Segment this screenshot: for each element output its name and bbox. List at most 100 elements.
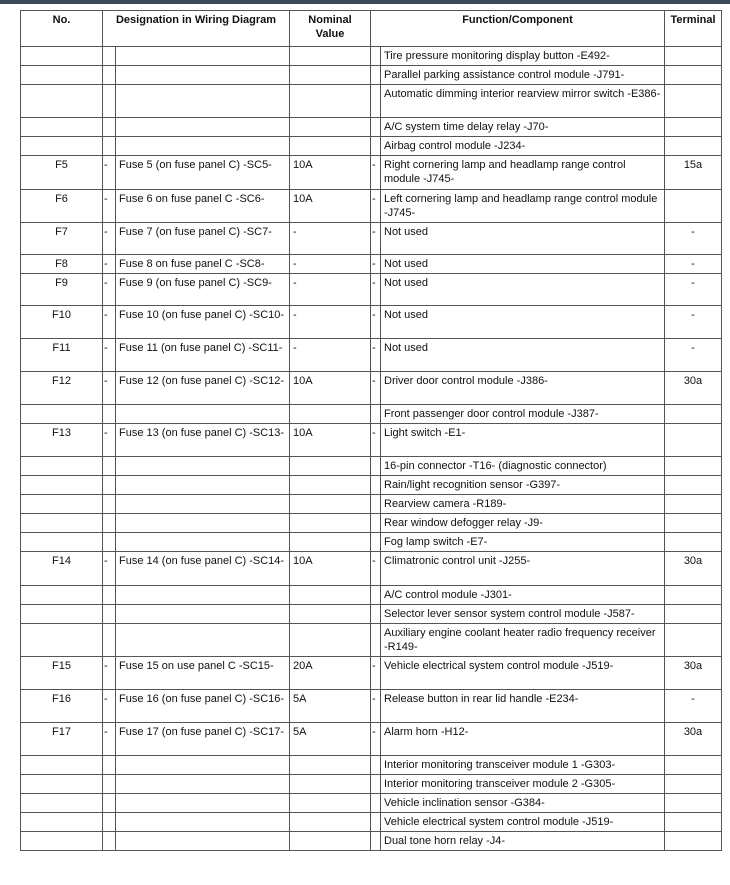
- terminal-cell: [664, 65, 722, 85]
- table-row: F12- Fuse 12 (on fuse panel C) -SC12- 10A -…: [20, 371, 722, 405]
- function-cell: Release button in rear lid handle -E234-: [380, 689, 665, 723]
- terminal-cell: 15a: [664, 155, 722, 190]
- table-row: Dual tone horn relay -J4-: [20, 831, 722, 851]
- function-cell: A/C system time delay relay -J70-: [380, 117, 665, 137]
- function-cell: Vehicle electrical system control module…: [380, 812, 665, 832]
- s2-cell: [370, 494, 381, 514]
- s2-cell: [370, 475, 381, 495]
- s1-cell: -: [102, 551, 116, 586]
- s2-cell: -: [370, 722, 381, 756]
- designation-cell: [115, 532, 290, 552]
- designation-cell: Fuse 6 on fuse panel C -SC6-: [115, 189, 290, 223]
- s2-cell: -: [370, 371, 381, 405]
- s1-cell: -: [102, 189, 116, 223]
- nominal-cell: 10A: [289, 155, 371, 190]
- s1-cell: [102, 117, 116, 137]
- table-row: Airbag control module -J234-: [20, 136, 722, 156]
- s2-cell: -: [370, 689, 381, 723]
- no-cell: F10: [20, 305, 103, 339]
- no-cell: F7: [20, 222, 103, 255]
- designation-cell: [115, 475, 290, 495]
- s2-cell: [370, 532, 381, 552]
- table-row: F13- Fuse 13 (on fuse panel C) -SC13- 10A -…: [20, 423, 722, 457]
- no-cell: F16: [20, 689, 103, 723]
- designation-cell: [115, 623, 290, 657]
- no-cell: [20, 513, 103, 533]
- terminal-cell: [664, 117, 722, 137]
- no-cell: [20, 475, 103, 495]
- table-row: F15- Fuse 15 on use panel C -SC15- 20A - Veh…: [20, 656, 722, 690]
- s2-cell: [370, 513, 381, 533]
- nominal-cell: [289, 604, 371, 624]
- terminal-cell: 30a: [664, 656, 722, 690]
- table-row: Rearview camera -R189-: [20, 494, 722, 514]
- terminal-cell: [664, 831, 722, 851]
- no-cell: [20, 494, 103, 514]
- nominal-cell: 10A: [289, 371, 371, 405]
- no-cell: [20, 755, 103, 775]
- designation-cell: [115, 84, 290, 118]
- no-cell: [20, 532, 103, 552]
- s1-cell: -: [102, 305, 116, 339]
- nominal-cell: [289, 831, 371, 851]
- terminal-cell: [664, 793, 722, 813]
- no-cell: [20, 812, 103, 832]
- nominal-cell: [289, 136, 371, 156]
- no-cell: F15: [20, 656, 103, 690]
- s2-cell: [370, 585, 381, 605]
- terminal-cell: [664, 623, 722, 657]
- terminal-cell: [664, 812, 722, 832]
- no-cell: [20, 585, 103, 605]
- s2-cell: -: [370, 189, 381, 223]
- table-row: Interior monitoring transceiver module 2…: [20, 774, 722, 794]
- s1-cell: [102, 585, 116, 605]
- terminal-cell: -: [664, 222, 722, 255]
- s2-cell: [370, 136, 381, 156]
- terminal-cell: 30a: [664, 371, 722, 405]
- s2-cell: -: [370, 155, 381, 190]
- designation-cell: [115, 513, 290, 533]
- nominal-cell: -: [289, 273, 371, 306]
- s1-cell: [102, 604, 116, 624]
- terminal-cell: [664, 585, 722, 605]
- nominal-cell: [289, 65, 371, 85]
- nominal-cell: 10A: [289, 189, 371, 223]
- s2-cell: [370, 84, 381, 118]
- s1-cell: [102, 812, 116, 832]
- designation-cell: [115, 46, 290, 66]
- table-row: Fog lamp switch -E7-: [20, 532, 722, 552]
- nominal-cell: [289, 513, 371, 533]
- table-row: Interior monitoring transceiver module 1…: [20, 755, 722, 775]
- terminal-cell: -: [664, 305, 722, 339]
- nominal-cell: [289, 494, 371, 514]
- nominal-cell: [289, 404, 371, 424]
- designation-cell: [115, 793, 290, 813]
- no-cell: [20, 604, 103, 624]
- nominal-cell: [289, 46, 371, 66]
- table-row: F8- Fuse 8 on fuse panel C -SC8- - - Not use…: [20, 254, 722, 274]
- nominal-cell: [289, 755, 371, 775]
- function-cell: Not used: [380, 273, 665, 306]
- s2-cell: [370, 456, 381, 476]
- s2-cell: -: [370, 254, 381, 274]
- terminal-cell: [664, 423, 722, 457]
- s2-cell: [370, 623, 381, 657]
- designation-cell: Fuse 15 on use panel C -SC15-: [115, 656, 290, 690]
- s1-cell: [102, 831, 116, 851]
- s1-cell: [102, 532, 116, 552]
- header-cell: Function/Component: [370, 10, 665, 47]
- nominal-cell: [289, 84, 371, 118]
- function-cell: A/C control module -J301-: [380, 585, 665, 605]
- s2-cell: -: [370, 656, 381, 690]
- nominal-cell: 10A: [289, 551, 371, 586]
- terminal-cell: [664, 604, 722, 624]
- no-cell: F13: [20, 423, 103, 457]
- nominal-cell: 5A: [289, 689, 371, 723]
- designation-cell: Fuse 11 (on fuse panel C) -SC11-: [115, 338, 290, 372]
- terminal-cell: [664, 475, 722, 495]
- designation-cell: Fuse 5 (on fuse panel C) -SC5-: [115, 155, 290, 190]
- s2-cell: [370, 831, 381, 851]
- s1-cell: -: [102, 338, 116, 372]
- terminal-cell: 30a: [664, 551, 722, 586]
- function-cell: Climatronic control unit -J255-: [380, 551, 665, 586]
